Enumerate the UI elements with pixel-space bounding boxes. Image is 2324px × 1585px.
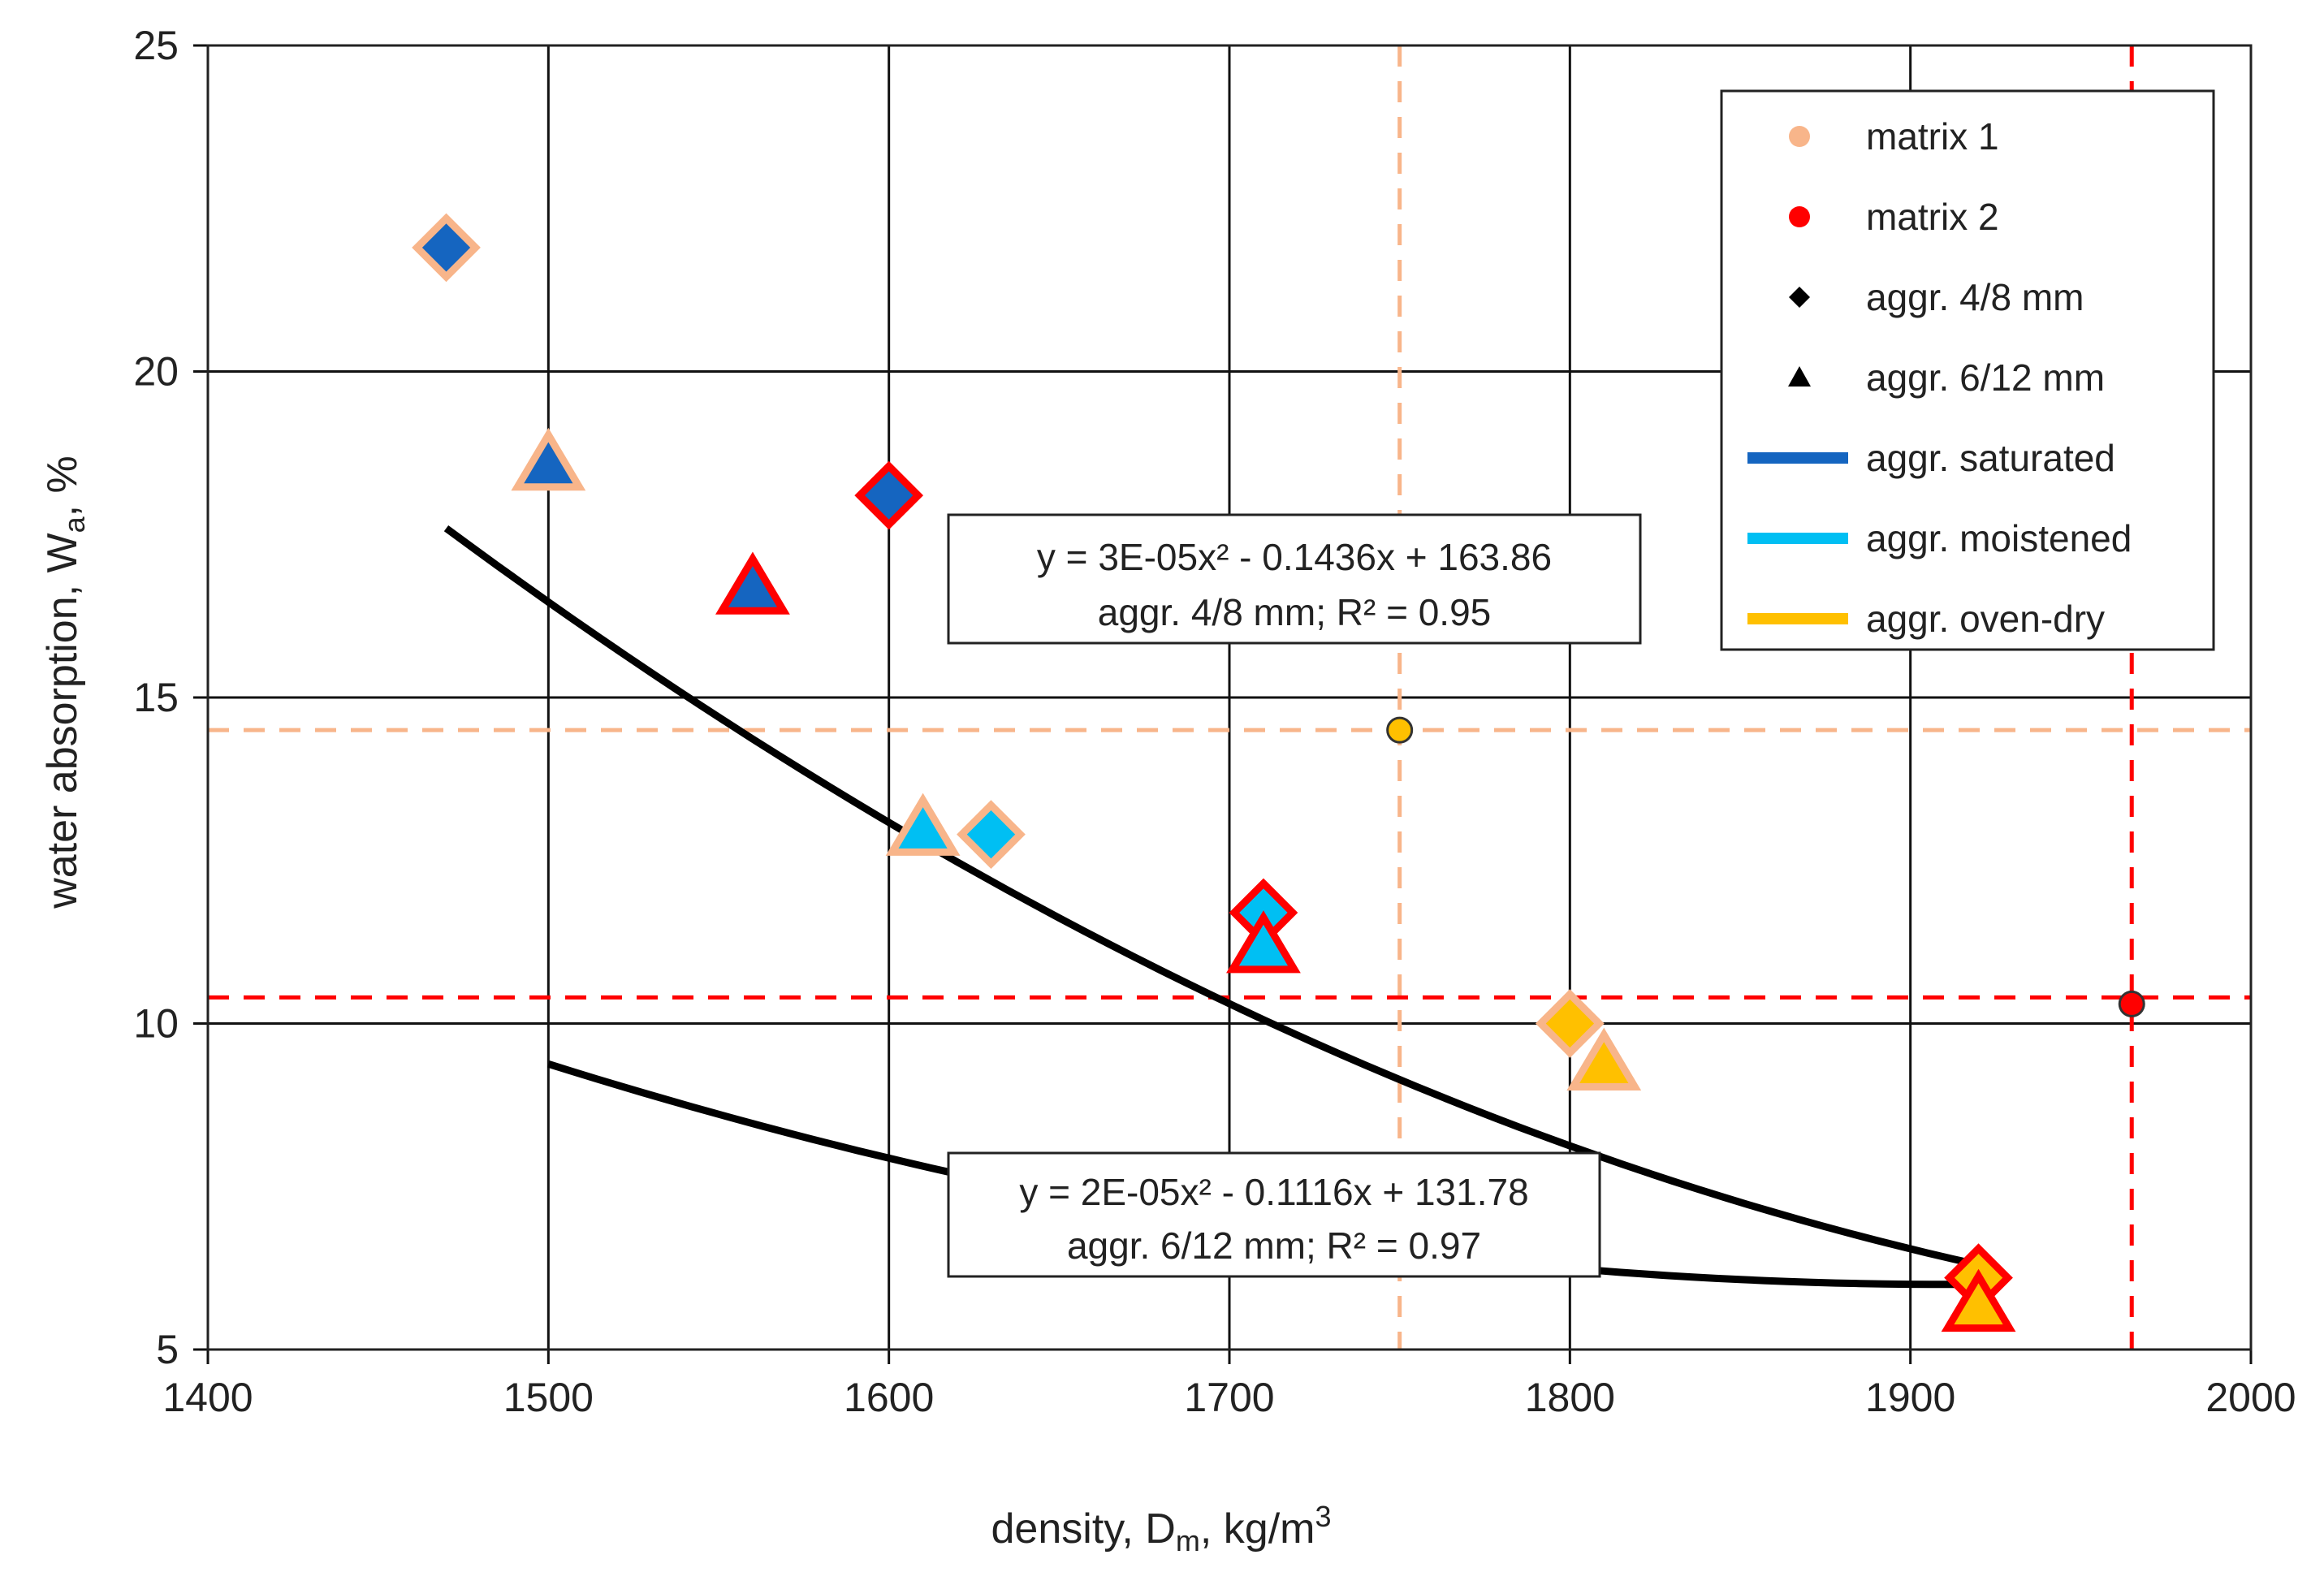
legend-label: aggr. saturated (1866, 437, 2115, 479)
equation-box-6-12: y = 2E-05x² - 0.1116x + 131.78 aggr. 6/1… (947, 1151, 1601, 1278)
matrix-point (2118, 990, 2145, 1017)
data-points (412, 213, 2145, 1332)
data-point-triangle (715, 551, 790, 615)
legend-label: aggr. oven-dry (1866, 598, 2105, 640)
y-tick-label: 10 (133, 1001, 179, 1047)
equation-box-4-8: y = 3E-05x² - 0.1436x + 163.86 aggr. 4/8… (947, 513, 1642, 645)
x-axis-title: density, Dm, kg/m3 (991, 1500, 1332, 1557)
equation-4-8-line1: y = 3E-05x² - 0.1436x + 163.86 (1037, 536, 1552, 578)
y-tick-label: 25 (133, 23, 179, 68)
trendline-0 (443, 525, 1980, 1268)
legend: matrix 1 matrix 2 aggr. 4/8 mm aggr. 6/12 m… (1720, 89, 2215, 651)
x-tick-label: 2000 (2205, 1375, 2296, 1420)
x-tick-label: 1700 (1184, 1375, 1274, 1420)
x-tick-label: 1800 (1525, 1375, 1615, 1420)
data-point-diamond (1535, 989, 1605, 1058)
legend-label: aggr. moistened (1866, 517, 2132, 559)
y-tick-label: 20 (133, 349, 179, 395)
legend-label: aggr. 4/8 mm (1866, 276, 2084, 318)
data-point-diamond (854, 460, 924, 530)
legend-box (1720, 89, 2215, 651)
data-point-diamond (412, 213, 481, 283)
legend-label: matrix 1 (1866, 115, 1999, 158)
equation-6-12-line1: y = 2E-05x² - 0.1116x + 131.78 (1019, 1171, 1528, 1213)
y-tick-label: 15 (133, 675, 179, 720)
legend-diamond-marker (1789, 287, 1810, 308)
y-axis-title: water absorption, Wa, % (39, 456, 91, 909)
x-tick-label: 1600 (844, 1375, 934, 1420)
equation-4-8-line2: aggr. 4/8 mm; R² = 0.95 (1098, 591, 1492, 633)
legend-dot-marker (1789, 126, 1810, 147)
equation-6-12-line2: aggr. 6/12 mm; R² = 0.97 (1067, 1224, 1481, 1267)
data-point-triangle (1226, 910, 1301, 974)
y-tick-label: 5 (156, 1327, 179, 1372)
data-point-diamond (957, 800, 1026, 869)
x-tick-label: 1500 (503, 1375, 594, 1420)
legend-triangle-marker (1788, 366, 1811, 387)
x-tick-label: 1400 (162, 1375, 253, 1420)
plot-frame (206, 44, 2253, 1351)
legend-label: aggr. 6/12 mm (1866, 356, 2105, 399)
data-point-triangle (1566, 1027, 1642, 1090)
matrix-point (1386, 716, 1414, 744)
data-point-triangle (511, 427, 586, 491)
legend-dot-marker (1789, 206, 1810, 227)
x-tick-label: 1900 (1865, 1375, 1955, 1420)
data-point-triangle (885, 792, 961, 856)
legend-label: matrix 2 (1866, 196, 1999, 238)
data-point-triangle (1941, 1268, 2016, 1332)
tick-labels: 1400 1500 1600 1700 1800 1900 2000 5 10 15 20 25 (133, 23, 2296, 1420)
